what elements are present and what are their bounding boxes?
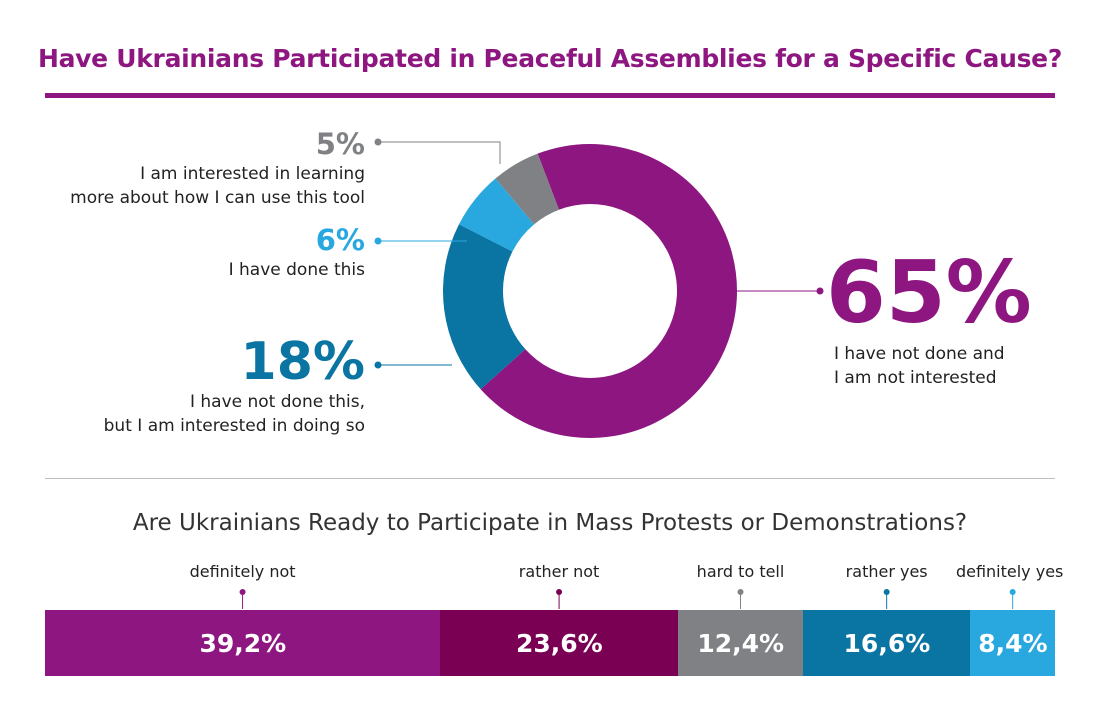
slice-text-5-line2: more about how I can use this tool — [70, 188, 365, 208]
donut-slice-65 — [480, 143, 737, 439]
slice-text-6-line1: I have done this — [228, 260, 365, 280]
category-dot — [883, 589, 890, 595]
slice-text-65-line2: I am not interested — [834, 368, 997, 388]
slice-label-5: 5% — [315, 127, 365, 161]
slice-text-18-line2: but I am interested in doing so — [103, 416, 365, 436]
slice-label-6: 6% — [315, 223, 365, 257]
slice-text-5: I am interested in learning more about h… — [70, 162, 365, 210]
leader-5-dot — [374, 138, 382, 146]
category-label-rather-not: rather not — [518, 562, 600, 581]
slice-text-5-line1: I am interested in learning — [140, 164, 365, 184]
slice-text-65: I have not done and I am not interested — [834, 342, 1005, 390]
donut-slice-6 — [459, 178, 535, 252]
slice-text-65-line1: I have not done and — [834, 344, 1005, 364]
slice-label-65: 65% — [826, 243, 1032, 343]
category-label-definitely-yes: definitely yes — [955, 562, 1064, 581]
bar-segment-rather-yes: 16,6% — [803, 610, 971, 676]
category-dot — [239, 589, 246, 595]
slice-text-18: I have not done this, but I am intereste… — [104, 390, 365, 438]
category-dot — [1009, 589, 1016, 595]
leader-18-dot — [374, 361, 382, 369]
leader-5 — [378, 141, 501, 164]
donut-slice-5 — [495, 153, 559, 225]
leader-65-dot — [816, 287, 824, 295]
bar-segment-rather-not: 23,6% — [440, 610, 679, 676]
category-label-hard-to-tell: hard to tell — [696, 562, 785, 581]
leader-6-dot — [374, 237, 382, 245]
slice-label-18: 18% — [240, 332, 365, 392]
chart-title-donut: Have Ukrainians Participated in Peaceful… — [37, 44, 1063, 73]
chart-title-bar: Are Ukrainians Ready to Participate in M… — [132, 510, 968, 536]
donut-slice-18 — [442, 224, 526, 390]
category-label-definitely-not: definitely not — [189, 562, 296, 581]
section-divider — [45, 478, 1055, 479]
category-dot — [737, 589, 744, 595]
title-rule — [45, 93, 1055, 98]
bar-segment-definitely-not: 39,2% — [45, 610, 441, 676]
category-label-rather-yes: rather yes — [845, 562, 928, 581]
slice-text-6: I have done this — [229, 258, 365, 282]
category-dot — [556, 589, 563, 595]
slice-text-18-line1: I have not done this, — [189, 392, 365, 412]
bar-segment-definitely-yes: 8,4% — [970, 610, 1056, 676]
bar-segment-hard-to-tell: 12,4% — [678, 610, 804, 676]
